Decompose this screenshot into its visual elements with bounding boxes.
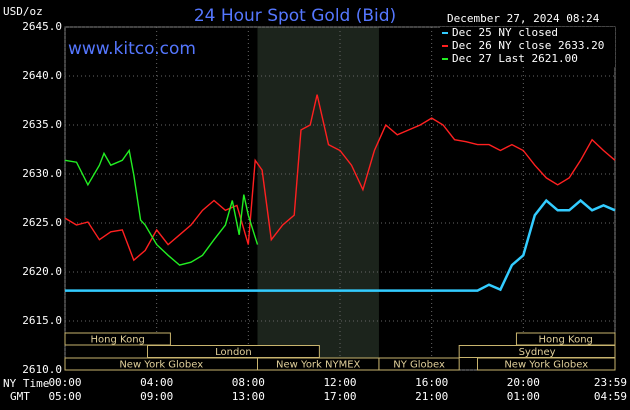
series-line bbox=[64, 148, 259, 266]
x-tick-label: 00:00 bbox=[48, 376, 81, 389]
session-label: New York Globex bbox=[119, 360, 203, 371]
session-label: Hong Kong bbox=[539, 335, 593, 346]
y-tick-label: 2630.0 bbox=[22, 167, 62, 180]
gmt-tick-label: 13:00 bbox=[232, 390, 265, 403]
chart-title: 24 Hour Spot Gold (Bid) bbox=[194, 6, 396, 26]
session-label: Hong Kong bbox=[91, 335, 145, 346]
y-tick-label: 2625.0 bbox=[22, 216, 62, 229]
series-line bbox=[64, 94, 616, 262]
session-label: New York Globex bbox=[504, 360, 588, 371]
y-axis-label: USD/oz bbox=[3, 5, 43, 18]
session-box bbox=[378, 357, 460, 371]
x-tick-label: 04:00 bbox=[140, 376, 173, 389]
x2-axis-label: GMT bbox=[10, 390, 30, 403]
date-label: December 27, 2024 08:24 bbox=[447, 12, 600, 25]
session-label: London bbox=[215, 347, 252, 358]
gmt-tick-label: 04:59 bbox=[594, 390, 627, 403]
y-tick-label: 2620.0 bbox=[22, 265, 62, 278]
gmt-tick-label: 21:00 bbox=[415, 390, 448, 403]
gmt-tick-label: 17:00 bbox=[323, 390, 356, 403]
legend-label: Dec 26 NY close 2633.20 bbox=[452, 39, 604, 52]
legend-label: Dec 25 NY closed bbox=[452, 26, 558, 39]
session-box bbox=[477, 357, 616, 371]
gmt-tick-label: 01:00 bbox=[507, 390, 540, 403]
x-tick-label: 20:00 bbox=[507, 376, 540, 389]
session-box bbox=[64, 332, 171, 346]
session-label: NY Globex bbox=[393, 360, 445, 371]
gmt-tick-label: 05:00 bbox=[48, 390, 81, 403]
x-axis-label: NY Time bbox=[3, 377, 49, 390]
x-tick-label: 16:00 bbox=[415, 376, 448, 389]
y-tick-label: 2610.0 bbox=[22, 363, 62, 376]
legend-label: Dec 27 Last 2621.00 bbox=[452, 52, 578, 65]
y-tick-label: 2640.0 bbox=[22, 69, 62, 82]
x-tick-label: 12:00 bbox=[323, 376, 356, 389]
legend-box bbox=[440, 27, 615, 67]
x-tick-label: 08:00 bbox=[232, 376, 265, 389]
x-tick-label: 23:59 bbox=[594, 376, 627, 389]
session-label: Sydney bbox=[519, 347, 556, 358]
highlight-band bbox=[257, 27, 379, 370]
y-tick-label: 2645.0 bbox=[22, 20, 62, 33]
y-tick-label: 2635.0 bbox=[22, 118, 62, 131]
series-line bbox=[65, 198, 616, 292]
session-label: New York NYMEX bbox=[276, 360, 361, 371]
gmt-tick-label: 09:00 bbox=[140, 390, 173, 403]
y-tick-label: 2615.0 bbox=[22, 314, 62, 327]
site-label: www.kitco.com bbox=[68, 39, 196, 59]
